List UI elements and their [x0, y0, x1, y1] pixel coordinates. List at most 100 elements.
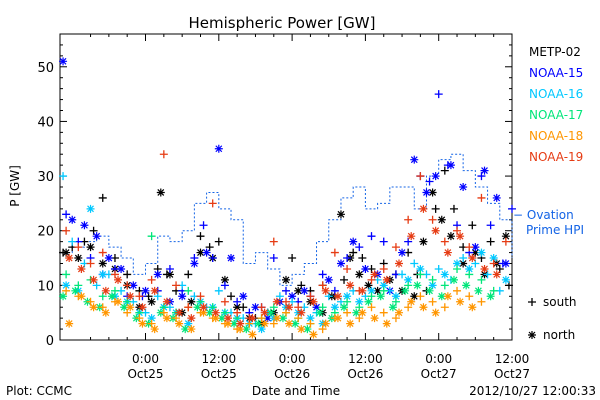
- noaa-16-north-point: [489, 254, 498, 263]
- noaa-17-north-point: [193, 303, 202, 312]
- noaa-15-north-point: [251, 303, 260, 312]
- noaa-16-north-point: [98, 270, 107, 279]
- noaa-17-north-point: [291, 319, 300, 328]
- noaa-16-north-point: [367, 286, 376, 295]
- noaa-19-south-point: [404, 215, 413, 224]
- noaa-15-south-point: [199, 221, 208, 230]
- noaa-17-north-point: [388, 303, 397, 312]
- x-tick-date-label: Oct27: [421, 367, 457, 381]
- noaa-19-north-point: [468, 254, 477, 263]
- noaa-19-south-point: [135, 292, 144, 301]
- noaa-15-north-point: [227, 254, 236, 263]
- noaa-19-south-point: [465, 243, 474, 252]
- noaa-15-north-point: [80, 221, 89, 230]
- noaa-19-north-point: [126, 292, 135, 301]
- noaa-18-north-point: [407, 297, 416, 306]
- noaa-18-north-point: [150, 325, 159, 334]
- noaa-15-north-point: [153, 270, 162, 279]
- x-tick-date-label: Oct26: [347, 367, 383, 381]
- noaa-17-south-point: [440, 281, 449, 290]
- metp-02-south-point: [449, 204, 458, 213]
- metp-02-north-point: [428, 188, 437, 197]
- symbol-legend-marker: [528, 331, 536, 339]
- metp-02-north-point: [501, 232, 510, 241]
- legend-entry: NOAA-16: [529, 87, 583, 101]
- noaa-16-north-point: [477, 248, 486, 257]
- noaa-19-north-point: [77, 264, 86, 273]
- noaa-15-north-point: [129, 281, 138, 290]
- noaa-18-north-point: [138, 319, 147, 328]
- noaa-15-north-point: [239, 292, 248, 301]
- noaa-17-south-point: [428, 275, 437, 284]
- ovation-prime-line: [60, 153, 513, 286]
- metp-02-north-point: [336, 210, 345, 219]
- noaa-15-north-point: [480, 166, 489, 175]
- noaa-17-north-point: [59, 292, 68, 301]
- x-axis-label: Date and Time: [252, 384, 340, 398]
- noaa-18-south-point: [306, 319, 315, 328]
- noaa-19-south-point: [220, 297, 229, 306]
- noaa-18-north-point: [443, 292, 452, 301]
- metp-02-north-point: [373, 286, 382, 295]
- noaa-15-south-point: [318, 270, 327, 279]
- noaa-19-south-point: [74, 243, 83, 252]
- symbol-legend-label: north: [543, 328, 575, 342]
- noaa-18-north-point: [272, 314, 281, 323]
- noaa-18-north-point: [358, 308, 367, 317]
- metp-02-south-point: [288, 254, 297, 263]
- noaa-16-south-point: [434, 264, 443, 273]
- noaa-17-north-point: [71, 286, 80, 295]
- noaa-15-south-point: [425, 177, 434, 186]
- noaa-16-north-point: [416, 264, 425, 273]
- noaa-19-north-point: [309, 297, 318, 306]
- metp-02-north-point: [437, 215, 446, 224]
- noaa-18-north-point: [382, 319, 391, 328]
- x-tick-date-label: Oct27: [494, 367, 530, 381]
- noaa-18-south-point: [379, 308, 388, 317]
- noaa-16-north-point: [391, 292, 400, 301]
- noaa-18-north-point: [248, 330, 257, 339]
- noaa-15-north-point: [117, 264, 126, 273]
- noaa-18-south-point: [343, 308, 352, 317]
- metp-02-south-point: [440, 166, 449, 175]
- noaa-18-north-point: [285, 319, 294, 328]
- noaa-17-north-point: [376, 292, 385, 301]
- metp-02-north-point: [282, 275, 290, 284]
- metp-02-north-point: [156, 188, 165, 197]
- noaa-19-north-point: [65, 254, 74, 263]
- noaa-18-north-point: [126, 303, 135, 312]
- noaa-19-north-point: [431, 226, 440, 235]
- noaa-19-north-point: [456, 232, 465, 241]
- noaa-18-north-point: [370, 314, 379, 323]
- noaa-16-north-point: [404, 275, 413, 284]
- noaa-18-north-point: [236, 325, 245, 334]
- noaa-16-north-point: [86, 204, 95, 213]
- noaa-18-south-point: [453, 286, 462, 295]
- noaa-18-south-point: [428, 297, 437, 306]
- noaa-18-north-point: [114, 297, 123, 306]
- noaa-15-north-point: [422, 188, 431, 197]
- metp-02-north-point: [364, 281, 373, 290]
- noaa-19-south-point: [123, 281, 132, 290]
- metp-02-south-point: [184, 270, 193, 279]
- noaa-19-north-point: [223, 314, 232, 323]
- noaa-19-south-point: [489, 259, 498, 268]
- noaa-19-north-point: [211, 308, 220, 317]
- noaa-18-north-point: [431, 308, 440, 317]
- noaa-17-north-point: [303, 325, 312, 334]
- noaa-19-north-point: [285, 303, 294, 312]
- plot-source-label: Plot: CCMC: [6, 384, 72, 398]
- noaa-19-south-point: [184, 303, 193, 312]
- metp-02-south-point: [98, 193, 107, 202]
- noaa-16-south-point: [398, 270, 407, 279]
- noaa-15-north-point: [492, 193, 501, 202]
- x-tick-date-label: Oct25: [127, 367, 163, 381]
- metp-02-north-point: [196, 248, 205, 257]
- metp-02-south-point: [486, 237, 495, 246]
- noaa-17-north-point: [437, 292, 446, 301]
- legend-entry: NOAA-18: [529, 129, 583, 143]
- noaa-19-north-point: [321, 286, 330, 295]
- noaa-19-north-point: [260, 308, 269, 317]
- noaa-18-north-point: [175, 319, 184, 328]
